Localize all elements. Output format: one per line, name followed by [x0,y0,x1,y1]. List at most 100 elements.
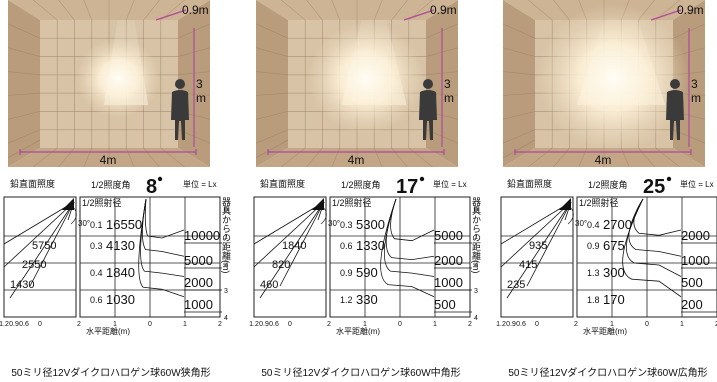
x-tick-left-end: 2 [327,321,331,328]
unit-label: 単位 = Lx [680,179,714,189]
center-illuminance-value: 16550 [106,217,142,232]
vertical-fan-line [3,201,75,245]
x-tick-left: 1.2 [249,321,259,328]
vertical-illuminance-value: 415 [519,259,537,271]
floor [8,148,210,167]
contour-label: 5000 [434,228,463,243]
vertical-illuminance-value: 1430 [10,279,34,291]
light-spot [76,38,160,118]
center-illuminance-value: 5300 [356,217,385,232]
vertical-fan-line [253,201,325,245]
vertical-fan-line [259,201,325,299]
x-tick-left: 1.2 [0,321,9,328]
x-tick-right: 1 [433,321,437,328]
x-tick-left: 0.9 [259,321,269,328]
half-diameter-value: 0.3 [340,220,353,230]
y-tick: 2 [224,261,228,268]
light-spot [308,22,424,134]
x-tick-right: 0 [645,321,649,328]
vertical-illuminance-value: 935 [529,240,547,252]
center-illuminance-value: 4130 [106,238,135,253]
height-label-unit: m [691,91,701,105]
x-tick-left: 0.9 [9,321,19,328]
half-diameter-label: 1/2照射径 [332,197,372,208]
ceiling [256,0,458,20]
contour-label: 200 [681,297,703,312]
x-tick-left-end: 2 [77,321,81,328]
left-wall [503,0,535,167]
x-tick-right: 2 [468,321,472,328]
x-tick-left: 0 [38,321,42,328]
light-spot [537,4,689,152]
center-illuminance-value: 675 [603,238,625,253]
center-illuminance-value: 170 [603,292,625,307]
x-tick-left: 0.6 [516,321,526,328]
half-angle-label: 1/2照度角 [341,179,381,190]
half-diameter-label: 1/2照射径 [82,197,122,208]
isolux-contour [144,198,185,239]
height-label-unit: m [444,91,454,105]
y-tick: 1 [224,234,228,241]
floor-edge [503,139,536,159]
left-wall [256,0,288,167]
x-tick-right: 1 [680,321,684,328]
human-figure-icon [666,79,684,140]
unit-label: 単位 = Lx [183,179,217,189]
human-figure-icon [171,79,189,140]
height-label-unit: m [196,91,206,105]
degree-mark [419,176,425,182]
vertical-illuminance-value: 5750 [32,240,56,252]
center-illuminance-value: 1030 [106,292,135,307]
caption-medium: 50ミリ径12Vダイクロハロゲン球60W中角形 [261,368,461,379]
angle-marker: 30° [78,219,90,228]
x-tick-right: 1 [363,321,367,328]
half-angle-value: 25 [643,176,665,198]
center-illuminance-value: 1330 [356,238,385,253]
half-diameter-value: 0.1 [90,220,103,230]
contour-label: 2000 [434,253,463,268]
ceiling [8,0,210,20]
depth-label: 0.9m [430,3,457,17]
vertical-illuminance-value: 2550 [22,259,46,271]
vertical-fan-line [9,201,75,299]
fixture-wedge [62,198,74,210]
degree-mark [666,176,672,182]
y-tick: 3 [474,288,478,295]
half-diameter-value: 0.6 [90,295,103,305]
height-label: 3 [196,77,203,91]
vertical-plane-box [500,196,574,318]
y-tick: 0 [474,207,478,214]
contour-label: 500 [434,297,456,312]
angle-marker: 30° [328,219,340,228]
floor-edge [256,139,289,159]
room-render-narrow: 0.9m 3 m 4m [8,0,210,167]
vertical-illuminance-label: 鉛直面照度 [10,178,55,189]
half-diameter-value: 0.4 [587,220,600,230]
x-tick-left: 0.6 [19,321,29,328]
width-dimension-ticks [267,149,445,155]
half-angle-label: 1/2照度角 [588,179,628,190]
isolux-contour [626,198,682,277]
vertical-illuminance-label: 鉛直面照度 [260,178,305,189]
isolux-contour [633,198,682,236]
half-diameter-value: 0.3 [90,241,103,251]
x-tick-right: 0 [148,321,152,328]
vertical-fan-line [29,201,75,287]
half-angle-value: 17 [396,176,418,198]
depth-dimension-line [155,9,187,21]
vertical-illuminance-value: 820 [272,259,290,271]
contour-label: 2000 [681,228,710,243]
half-diameter-value: 0.4 [90,268,103,278]
half-diameter-label: 1/2照射径 [579,197,619,208]
vertical-fan-line [3,201,75,268]
depth-dimension-line [650,9,682,21]
center-illuminance-value: 300 [603,265,625,280]
vertical-fan-line [506,201,572,299]
center-illuminance-value: 330 [356,292,378,307]
left-wall [8,0,40,167]
angle-arc [320,207,327,225]
y-tick: 3 [224,288,228,295]
x-tick-left: 1.2 [496,321,506,328]
y-tick: 0 [224,207,228,214]
x-axis-label: 水平距離(m) [336,326,380,336]
